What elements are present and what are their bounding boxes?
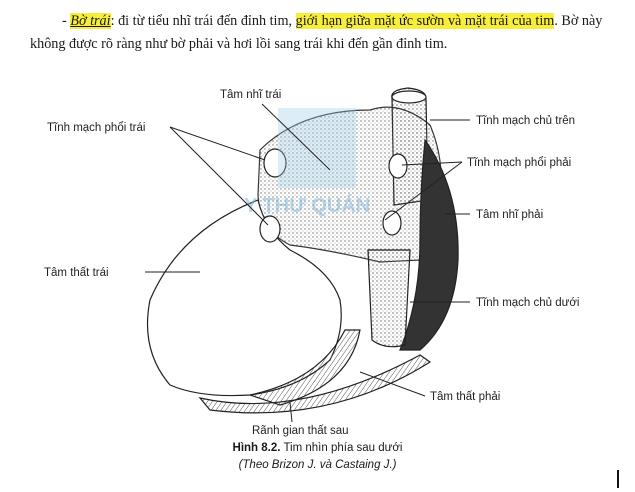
- label-superior-vena-cava: Tĩnh mạch chủ trên: [476, 115, 575, 127]
- right-pulmonary-vein-lower: [382, 210, 402, 236]
- watermark: Y THƯ QUÁN: [244, 108, 370, 217]
- label-left-pulmonary-veins: Tĩnh mạch phổi trái: [47, 122, 145, 134]
- right-pulmonary-vein-upper: [388, 153, 408, 179]
- bullet: -: [62, 13, 67, 29]
- label-right-pulmonary-veins: Tĩnh mạch phổi phải: [467, 157, 571, 169]
- heart-illustration: [146, 87, 459, 414]
- right-atrium-shadow: [399, 138, 459, 351]
- label-inferior-vena-cava: Tĩnh mạch chủ dưới: [476, 297, 579, 309]
- leader-lines: [145, 103, 470, 423]
- figure-number: Hình 8.2.: [232, 442, 281, 454]
- inferior-vena-cava-shape: [367, 249, 411, 348]
- figure-caption: Hình 8.2. Tim nhìn phía sau dưới: [0, 442, 635, 454]
- text-before-highlight: đi từ tiểu nhĩ trái đến đỉnh tim,: [114, 13, 296, 29]
- text-cursor: [617, 470, 619, 488]
- figure-title: Tim nhìn phía sau dưới: [283, 442, 403, 454]
- colon: :: [110, 13, 115, 29]
- label-right-ventricle: Tâm thất phải: [430, 391, 500, 403]
- term-left-border: Bờ trái: [70, 13, 111, 29]
- label-left-ventricle: Tâm thất trái: [44, 267, 109, 279]
- label-right-atrium: Tâm nhĩ phải: [476, 209, 543, 221]
- body-paragraph: - Bờ trái: đi từ tiểu nhĩ trái đến đỉnh …: [30, 10, 622, 56]
- highlighted-text: giới hạn giữa mặt ức sườn và mặt trái củ…: [295, 13, 555, 29]
- figure-source: (Theo Brizon J. và Castaing J.): [238, 459, 397, 471]
- label-posterior-groove: Rãnh gian thất sau: [252, 425, 349, 437]
- right-ventricle-shape: [198, 354, 432, 414]
- left-pulmonary-vein-upper: [263, 148, 287, 178]
- label-left-atrium: Tâm nhĩ trái: [220, 89, 281, 101]
- watermark-text: Y THƯ QUÁN: [244, 194, 370, 217]
- posterior-groove-band: [247, 329, 361, 406]
- text-after-highlight: . Bờ này không được rõ ràng như bờ phải …: [30, 13, 603, 52]
